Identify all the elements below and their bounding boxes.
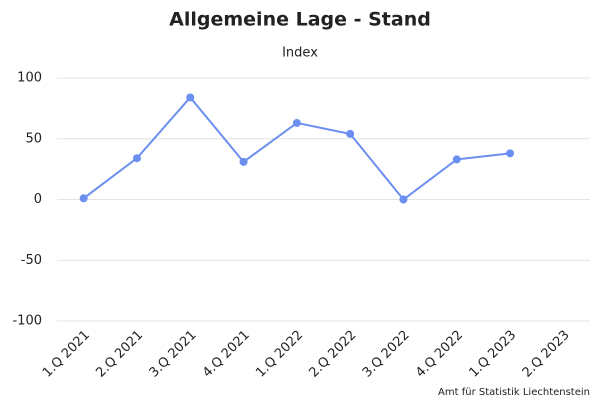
point [346,129,355,138]
x-tick-label: 2.Q 2021 [93,328,146,381]
x-tick-label: 1.Q 2022 [253,328,306,381]
point [79,194,88,203]
x-tick-label: 2.Q 2022 [307,328,360,381]
point [399,195,408,204]
point [506,149,515,158]
point [186,93,195,102]
chart-title: Allgemeine Lage - Stand [169,9,431,31]
x-tick-label: 4.Q 2021 [200,328,253,381]
y-tick-label: -50 [21,253,42,268]
y-tick-label: -100 [12,314,42,329]
x-tick-label: 3.Q 2021 [147,328,200,381]
y-tick-label: 0 [34,192,42,207]
point [452,155,461,164]
x-tick-label: 3.Q 2022 [360,328,413,381]
x-tick-label: 1.Q 2021 [40,328,93,381]
x-tick-label: 1.Q 2023 [466,328,519,381]
x-tick-label: 2.Q 2023 [520,328,573,381]
chart-subtitle: Index [282,46,318,61]
x-tick-label: 4.Q 2022 [413,328,466,381]
credit: Amt für Statistik Liechtenstein [438,387,590,398]
line [83,95,511,201]
point [239,157,248,166]
point [292,118,301,127]
y-tick-label: 50 [25,131,42,146]
point [132,154,141,163]
y-tick-label: 100 [17,71,42,86]
